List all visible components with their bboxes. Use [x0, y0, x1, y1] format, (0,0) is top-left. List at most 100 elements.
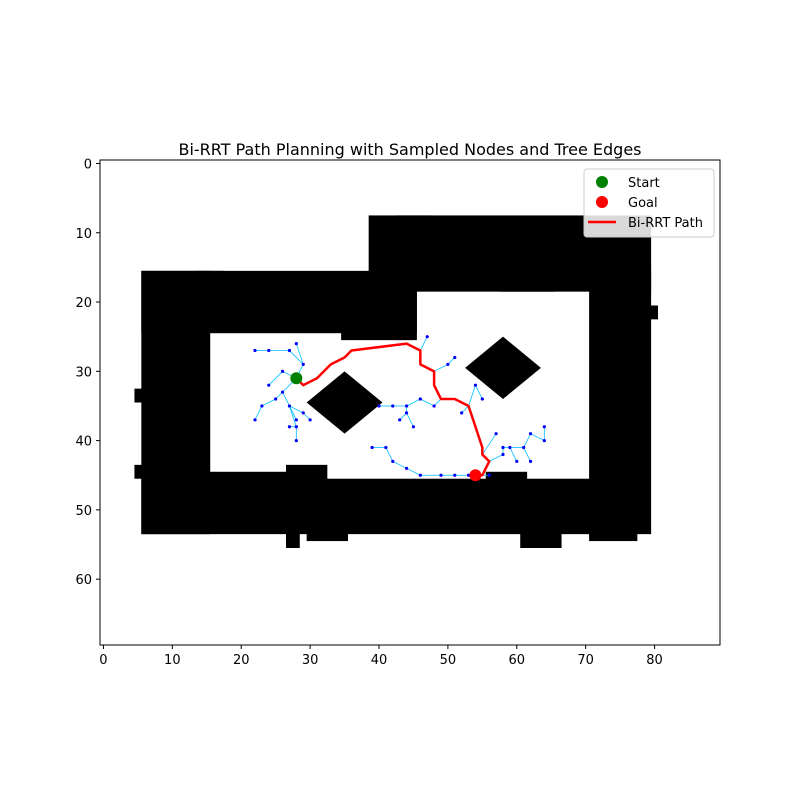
tree-edge-21 — [447, 357, 456, 365]
tree-edge-39 — [385, 447, 394, 462]
path-layer — [295, 342, 491, 477]
x-tick-label-5: 50 — [440, 653, 457, 668]
y-tick-label-0: 0 — [84, 157, 92, 172]
tree-node-2 — [287, 348, 292, 353]
tree-node-37 — [439, 473, 443, 477]
tree-node-17 — [294, 439, 298, 443]
y-tick-label-5: 50 — [75, 504, 92, 519]
obstacle-layer — [134, 215, 658, 548]
tree-edge-38 — [392, 461, 407, 469]
obstacle-block-3 — [589, 270, 652, 535]
tree-node-4 — [301, 362, 305, 366]
legend-goal-label: Goal — [628, 196, 658, 211]
tree-node-36 — [418, 473, 422, 477]
endpoint-layer — [290, 372, 482, 482]
tree-node-20 — [453, 355, 457, 360]
y-tick-label-2: 20 — [75, 296, 92, 311]
tree-edge-8 — [254, 405, 263, 420]
tree-node-47 — [528, 459, 533, 463]
legend-goal-marker — [596, 196, 608, 208]
tree-node-0 — [253, 348, 257, 353]
tree-node-43 — [501, 445, 505, 450]
tree-node-41 — [494, 432, 498, 436]
tree-edge-17 — [302, 412, 311, 421]
tree-edge-15 — [268, 371, 283, 386]
chart-title: Bi-RRT Path Planning with Sampled Nodes … — [178, 140, 641, 159]
tree-edge-41 — [481, 433, 497, 455]
tree-node-9 — [260, 404, 264, 408]
tree-node-33 — [384, 445, 388, 450]
obstacle-block-19 — [485, 471, 528, 493]
tree-edge-47 — [523, 447, 531, 462]
obstacle-block-7 — [341, 284, 417, 341]
tree-edge-6 — [275, 391, 283, 400]
tree-node-18 — [425, 335, 429, 339]
x-tick-label-1: 10 — [164, 653, 181, 668]
tree-node-40 — [487, 473, 491, 477]
tree-node-23 — [404, 404, 409, 408]
tree-edge-45 — [509, 447, 518, 462]
tree-node-11 — [287, 404, 292, 408]
obstacle-block-9 — [286, 464, 328, 486]
tree-node-24 — [418, 397, 422, 401]
legend-path-label: Bi-RRT Path — [628, 216, 703, 231]
tree-edge-22 — [433, 398, 442, 407]
tree-node-38 — [453, 473, 457, 477]
obstacle-block-6 — [196, 270, 224, 285]
x-tick-label-0: 0 — [99, 653, 107, 668]
obstacle-block-10 — [499, 270, 555, 292]
tree-node-10 — [253, 418, 257, 422]
tree-node-46 — [522, 445, 526, 450]
tree-node-7 — [280, 390, 285, 394]
tree-node-3 — [294, 342, 298, 346]
tree-node-42 — [501, 452, 505, 457]
tree-node-50 — [542, 425, 546, 429]
tree-node-32 — [370, 445, 374, 450]
tree-node-6 — [267, 383, 271, 387]
tree-node-layer — [253, 335, 546, 477]
tree-node-13 — [301, 411, 305, 415]
tree-edge-16 — [289, 405, 304, 414]
x-tick-label-3: 30 — [302, 653, 319, 668]
tree-edge-24 — [406, 398, 421, 407]
tree-node-21 — [377, 404, 381, 408]
tree-edge-layer — [254, 336, 545, 476]
obstacle-block-8 — [182, 471, 307, 486]
tree-node-14 — [308, 418, 312, 422]
tree-edge-7 — [261, 398, 276, 407]
tree-node-26 — [404, 411, 409, 415]
obstacle-block-2 — [141, 478, 631, 535]
tree-node-29 — [473, 383, 478, 387]
tree-node-39 — [466, 473, 471, 477]
x-tick-label-4: 40 — [371, 653, 388, 668]
y-axis: 0 10 20 30 40 50 60 — [75, 157, 100, 588]
tree-edge-23 — [420, 398, 435, 407]
obstacle-block-15 — [644, 305, 658, 320]
tree-edge-42 — [489, 454, 504, 462]
tree-edge-28 — [399, 412, 407, 421]
tree-edge-37 — [406, 467, 421, 476]
y-tick-label-1: 10 — [75, 227, 92, 242]
obstacle-block-12 — [589, 527, 638, 542]
obstacle-block-13 — [134, 388, 149, 403]
obstacle-block-17 — [286, 527, 300, 548]
tree-edge-30 — [468, 385, 476, 407]
tree-node-28 — [411, 425, 416, 429]
tree-node-12 — [294, 418, 298, 422]
tree-node-45 — [515, 459, 519, 463]
tree-edge-29 — [406, 412, 414, 427]
tree-node-44 — [508, 445, 512, 450]
tree-edge-1 — [289, 350, 304, 365]
x-tick-label-7: 70 — [577, 653, 594, 668]
tree-node-5 — [280, 369, 285, 373]
obstacle-blob-1 — [465, 336, 541, 400]
tree-node-49 — [542, 439, 546, 443]
tree-node-35 — [404, 466, 409, 470]
obstacle-block-18 — [520, 527, 562, 548]
y-tick-label-3: 30 — [75, 365, 92, 380]
tree-node-25 — [432, 404, 436, 408]
tree-node-19 — [446, 362, 450, 366]
tree-node-15 — [287, 425, 292, 429]
obstacle-block-11 — [554, 236, 583, 251]
legend-box — [583, 168, 715, 238]
